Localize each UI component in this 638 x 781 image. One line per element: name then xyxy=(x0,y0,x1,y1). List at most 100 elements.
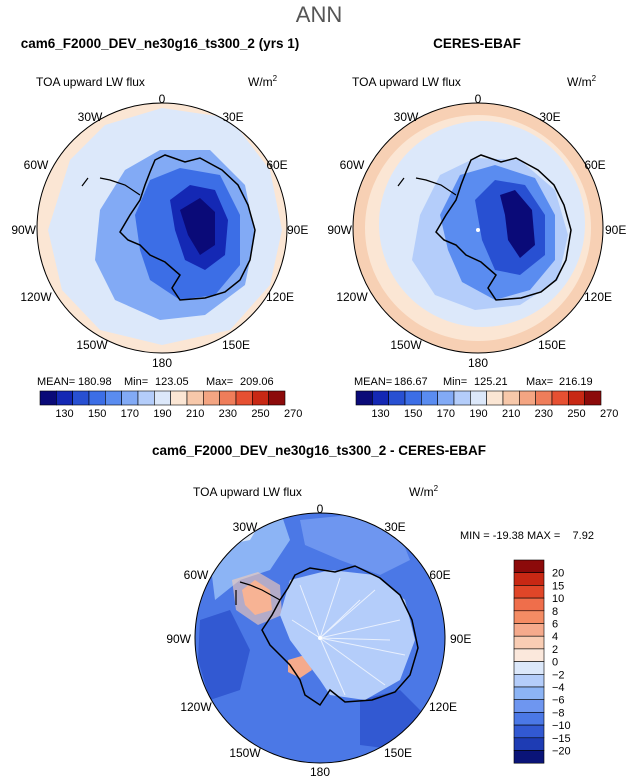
panel-diff-unit: W/m2 xyxy=(409,484,439,499)
colorbar-box xyxy=(186,390,204,406)
colorbar-tick-label: 10 xyxy=(552,593,564,605)
lon-label: 60W xyxy=(340,158,365,172)
max-value: 209.06 xyxy=(240,376,274,388)
lon-label: 30E xyxy=(384,520,405,534)
colorbar-tick-label: 190 xyxy=(469,408,487,420)
colorbar-box xyxy=(502,390,520,406)
panel-obs-map-border xyxy=(352,102,604,354)
min-value: 123.05 xyxy=(155,376,189,388)
unit-exponent: 2 xyxy=(273,74,278,83)
streak xyxy=(319,577,341,639)
colorbar-tick-label: 170 xyxy=(121,408,139,420)
lon-label: 180 xyxy=(310,765,330,779)
streak xyxy=(319,599,361,639)
lon-label: 60W xyxy=(24,158,49,172)
lon-label: 90W xyxy=(327,223,352,237)
colorbar-box xyxy=(372,390,389,406)
diff-region-antarctic xyxy=(280,570,415,700)
colorbar-box xyxy=(453,390,471,406)
streak xyxy=(299,584,321,639)
lon-label: 180 xyxy=(468,356,488,370)
colorbar-box xyxy=(513,673,545,688)
lon-label: 90E xyxy=(287,223,308,237)
colorbar-tick-label: 150 xyxy=(404,408,422,420)
panel-test-title: cam6_F2000_DEV_ne30g16_ts300_2 (yrs 1) xyxy=(21,36,299,51)
lon-label: 150W xyxy=(76,338,108,352)
mean-label: MEAN= xyxy=(354,376,392,388)
unit-exponent: 2 xyxy=(434,484,439,493)
panel-test: cam6_F2000_DEV_ne30g16_ts300_2 (yrs 1) T… xyxy=(11,36,308,420)
colorbar-box xyxy=(388,390,406,406)
panel-diff: cam6_F2000_DEV_ne30g16_ts300_2 - CERES-E… xyxy=(152,443,594,779)
colorbar-tick-label: 210 xyxy=(186,408,204,420)
colorbar-box xyxy=(486,390,504,406)
lon-label: 150W xyxy=(229,746,261,760)
lon-label: 90E xyxy=(450,632,471,646)
colorbar-box xyxy=(584,390,602,406)
coastline xyxy=(435,154,572,301)
colorbar-box xyxy=(404,390,422,406)
colorbar-tick-label: −15 xyxy=(552,733,571,745)
colorbar-tick-label: 4 xyxy=(552,631,558,643)
panel-obs-map xyxy=(353,103,603,353)
colorbar-box xyxy=(513,572,545,586)
streak xyxy=(319,619,401,639)
colorbar-box xyxy=(513,699,545,713)
max-value: 216.19 xyxy=(559,376,593,388)
colorbar-box xyxy=(56,390,73,406)
contour-fill-min xyxy=(180,198,215,255)
lon-label: 60E xyxy=(266,158,287,172)
max-value: 7.92 xyxy=(573,530,594,542)
unit-base: W/m xyxy=(409,485,434,499)
max-label: Max= xyxy=(206,376,233,388)
panel-obs-stats: MEAN= 186.67 Min= 125.21 Max= 216.19 xyxy=(354,376,593,388)
colorbar-tick-label: 170 xyxy=(437,408,455,420)
colorbar-tick-label: 270 xyxy=(284,408,302,420)
streak xyxy=(319,637,391,641)
colorbar-box xyxy=(421,390,438,406)
min-value: -19.38 xyxy=(493,530,524,542)
colorbar-tick-label: 0 xyxy=(552,657,558,669)
lon-label: 60E xyxy=(429,568,450,582)
colorbar-box xyxy=(470,390,487,406)
colorbar-box xyxy=(513,661,545,675)
lon-label: 180 xyxy=(152,356,172,370)
colorbar-box xyxy=(513,686,545,700)
colorbar-box xyxy=(513,635,545,650)
coastline-peninsula xyxy=(397,177,457,196)
panel-diff-title: cam6_F2000_DEV_ne30g16_ts300_2 - CERES-E… xyxy=(152,443,486,458)
panel-test-left-label: TOA upward LW flux xyxy=(36,75,145,89)
colorbar-box xyxy=(355,390,373,406)
colorbar-tick-label: 130 xyxy=(371,408,389,420)
colorbar-tick-label: 20 xyxy=(552,568,564,580)
panel-test-colorbar: 130 150 170 190 210 230 250 270 xyxy=(39,390,302,420)
panel-obs-left-label: TOA upward LW flux xyxy=(352,75,461,89)
streak xyxy=(319,589,376,639)
lon-label: 120W xyxy=(180,700,212,714)
colorbar-tick-label: 8 xyxy=(552,606,558,618)
coastline-peninsula xyxy=(235,581,281,605)
coastline-peninsula xyxy=(81,177,141,196)
lon-label: 90W xyxy=(11,223,36,237)
colorbar-box xyxy=(513,712,545,726)
coastline xyxy=(261,565,419,707)
streak xyxy=(319,637,406,656)
panel-test-stats: MEAN= 180.98 Min= 123.05 Max= 209.06 xyxy=(37,376,274,388)
lon-label: 120E xyxy=(429,700,457,714)
colorbar-box xyxy=(219,390,237,406)
colorbar-tick-label: 250 xyxy=(251,408,269,420)
colorbar-tick-label: 230 xyxy=(535,408,553,420)
colorbar-box xyxy=(535,390,553,406)
min-label: MIN = xyxy=(460,530,490,542)
lon-label: 150E xyxy=(222,338,250,352)
colorbar-tick-label: −2 xyxy=(552,669,565,681)
colorbar-tick-label: −8 xyxy=(552,707,565,719)
mean-value: 180.98 xyxy=(78,376,112,388)
pole-marker xyxy=(318,636,322,640)
unit-exponent: 2 xyxy=(592,74,597,83)
panel-diff-map xyxy=(195,513,445,763)
diff-region-positive-pale xyxy=(232,572,282,625)
max-label: MAX = xyxy=(527,530,560,542)
